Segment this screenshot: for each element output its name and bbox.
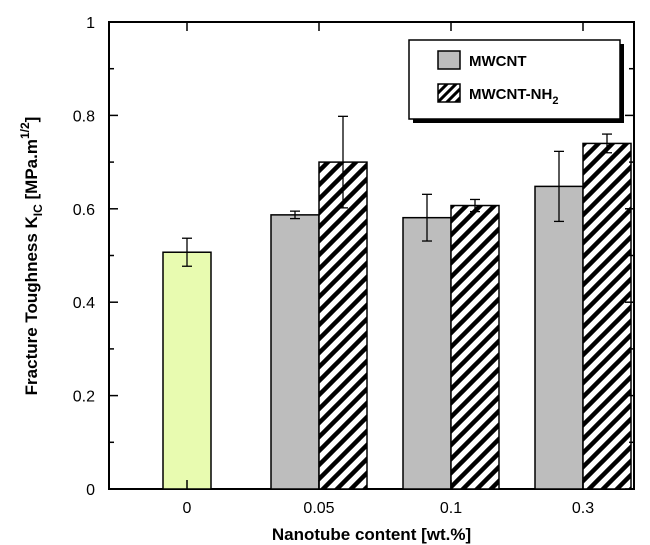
legend-label-mwcnt-nh2-sub: 2: [552, 95, 558, 107]
legend-label-mwcnt: MWCNT: [469, 53, 526, 70]
y-tick-label-0: 0: [86, 482, 95, 499]
y-axis-title-unit: [MPa.m: [22, 139, 41, 204]
x-tick-label-0-1: 0.1: [440, 500, 462, 517]
legend-swatch-mwcnt-nh2: [437, 83, 461, 103]
legend-shadow-right: [620, 44, 624, 123]
bar-mwcnt-nh2-0-3: [582, 142, 632, 490]
bar-neat-0: [162, 251, 212, 490]
y-tick-label-0-8: 0.8: [73, 108, 95, 125]
y-axis-title-close: ]: [22, 117, 41, 123]
y-axis: 0 0.2 0.4 0.6 0.8 1: [73, 15, 634, 499]
x-axis-title: Nanotube content [wt.%]: [272, 525, 471, 544]
bar-mwcnt-0-1: [402, 216, 452, 490]
y-axis-title: Fracture Toughness KIC [MPa.m1/2]: [18, 117, 45, 396]
x-tick-label-0-05: 0.05: [303, 500, 334, 517]
x-tick-label-0-3: 0.3: [572, 500, 594, 517]
error-bars-group: [182, 115, 612, 267]
y-tick-label-1: 1: [86, 15, 95, 32]
legend-swatch-mwcnt: [437, 50, 461, 70]
y-axis-title-main: Fracture Toughness K: [22, 215, 41, 395]
y-tick-label-0-4: 0.4: [73, 295, 95, 312]
bar-mwcnt-0-3: [534, 185, 584, 490]
bar-mwcnt-0-05: [270, 214, 320, 490]
bar-mwcnt-nh2-0-1: [450, 204, 500, 490]
legend-shadow-bottom: [413, 119, 624, 123]
x-tick-label-0: 0: [183, 500, 192, 517]
bars-group: [162, 142, 632, 490]
legend-label-mwcnt-nh2-main: MWCNT-NH: [469, 86, 552, 103]
bar-mwcnt-nh2-0-05: [318, 161, 368, 490]
y-axis-title-superscript: 1/2: [18, 122, 32, 139]
y-axis-title-subscript: IC: [31, 204, 45, 216]
legend-label-mwcnt-nh2: MWCNT-NH2: [469, 86, 558, 107]
legend: MWCNT MWCNT-NH2: [408, 39, 624, 123]
y-tick-label-0-6: 0.6: [73, 202, 95, 219]
x-axis: 0 0.05 0.1 0.3: [183, 22, 594, 517]
y-tick-label-0-2: 0.2: [73, 389, 95, 406]
